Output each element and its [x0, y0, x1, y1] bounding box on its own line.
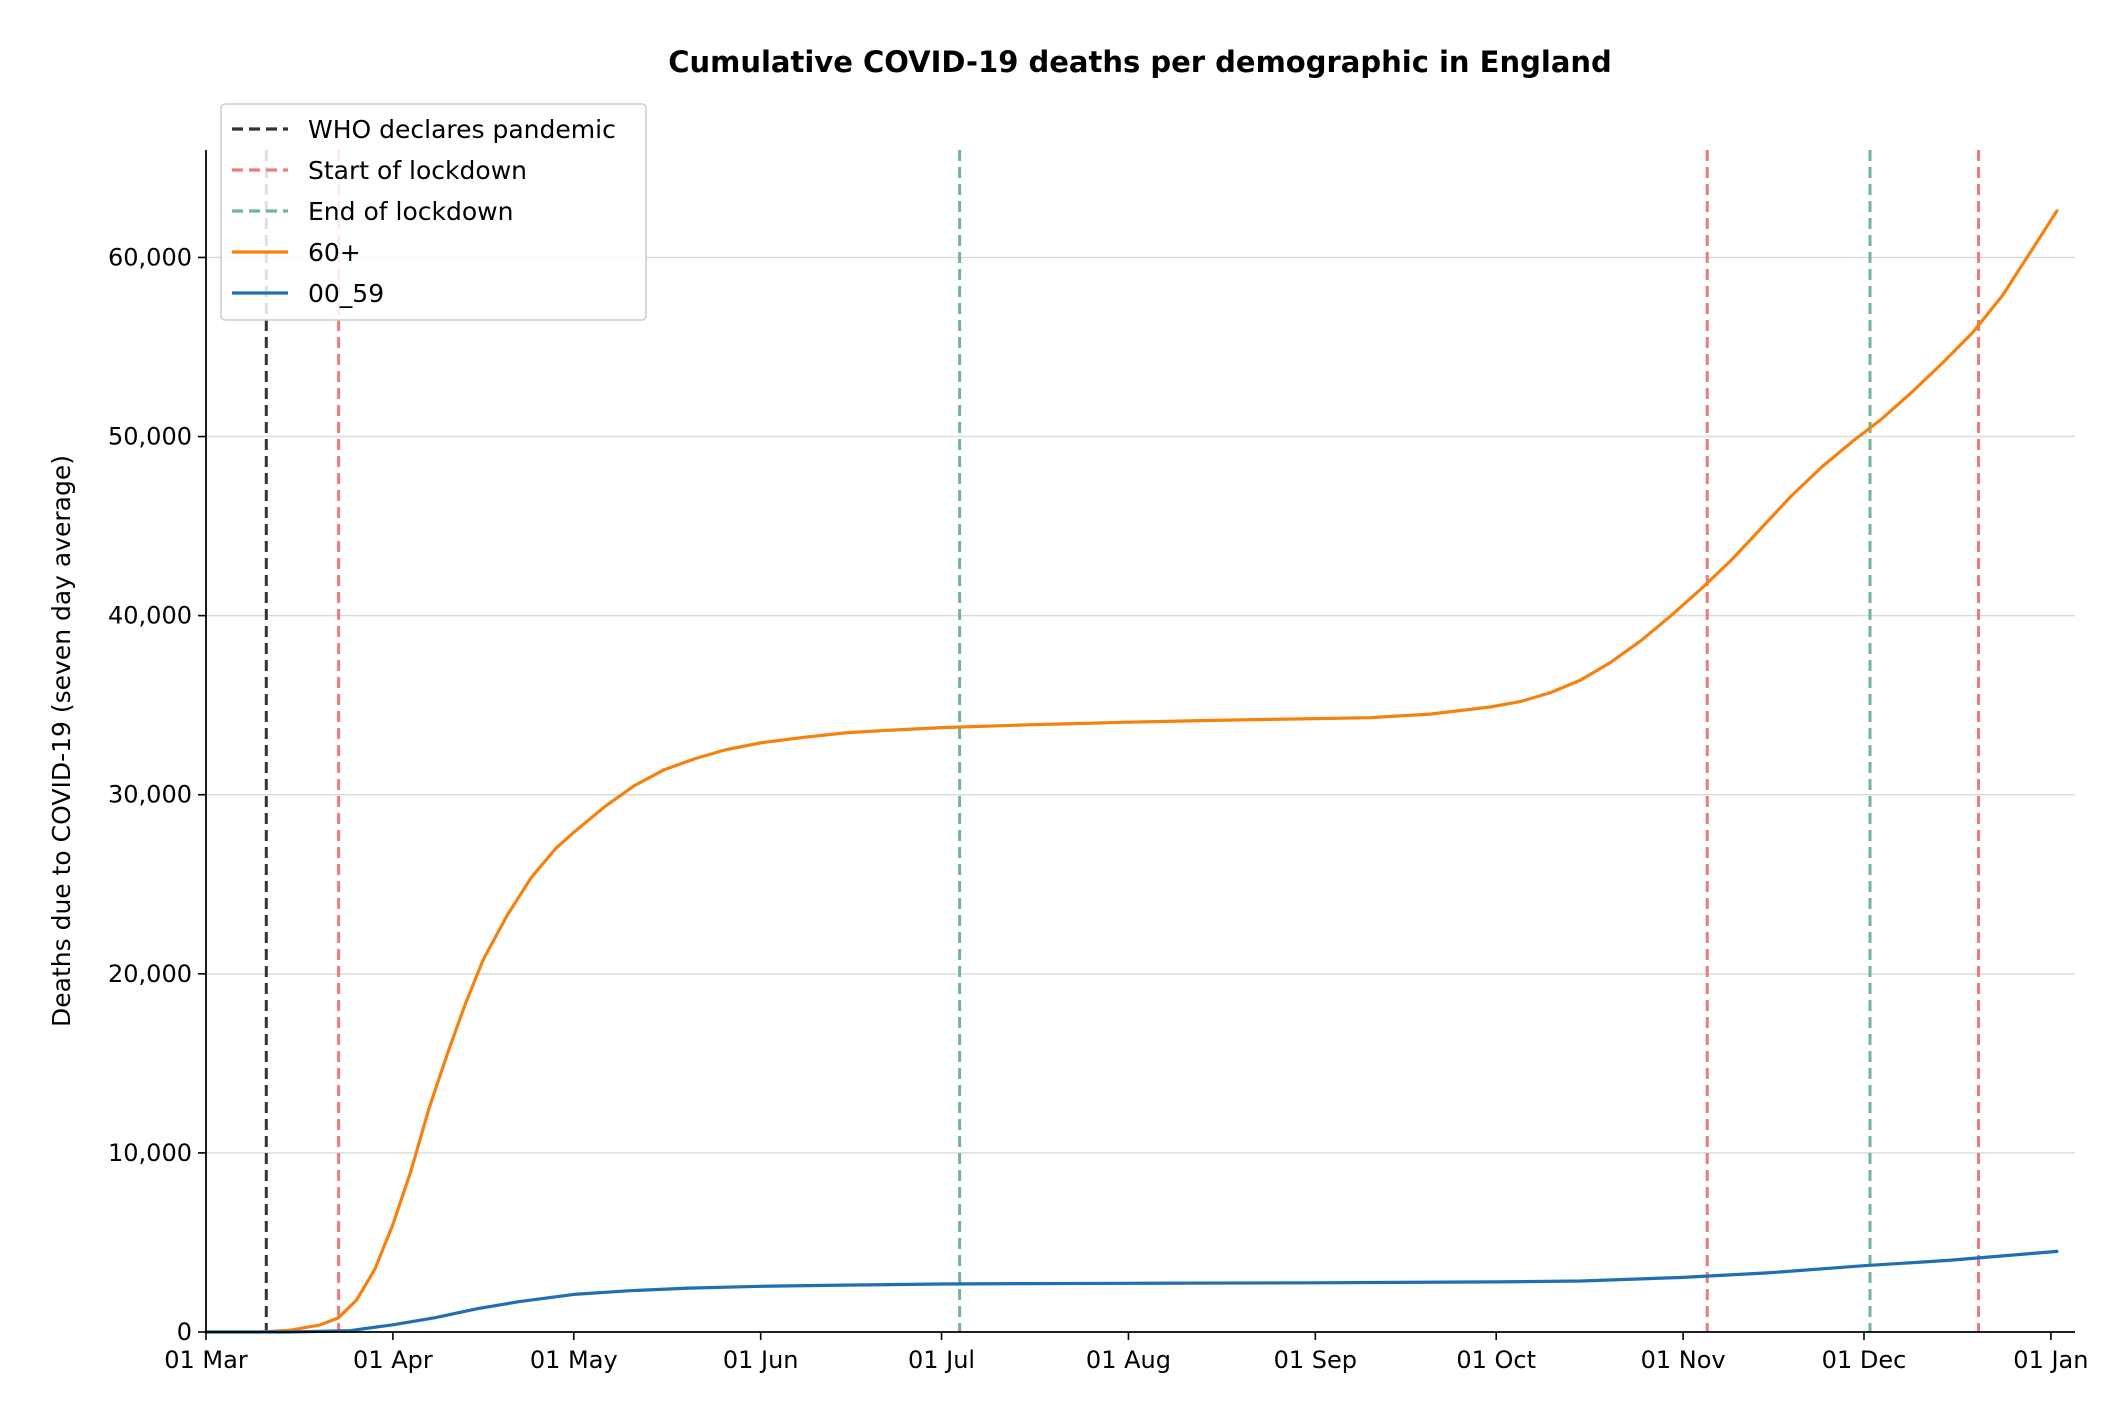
series-line: [204, 1249, 2059, 1334]
x-ticks: 01 Mar 01 Apr 01 May 01 Jun 01 Jul 01 Aug 01 S…: [164, 1332, 2088, 1374]
y-tick-label: 0: [177, 1318, 192, 1346]
x-tick-label: 01 Jul: [908, 1346, 975, 1374]
x-tick-label: 01 May: [530, 1346, 618, 1374]
legend-box: [220, 103, 647, 321]
x-tick-label: 01 Dec: [1822, 1346, 1907, 1374]
x-tick-label: 01 Sep: [1274, 1346, 1357, 1374]
x-tick-label: 01 Nov: [1641, 1346, 1726, 1374]
axes: [205, 150, 2075, 1333]
y-tick-label: 60,000: [108, 243, 192, 271]
y-tick-label: 40,000: [108, 602, 192, 630]
x-tick-label: 01 Jun: [723, 1346, 799, 1374]
legend: WHO declares pandemic Start of lockdown En…: [220, 103, 647, 321]
x-tick-label: 01 Aug: [1086, 1346, 1171, 1374]
x-tick-label: 01 Jan: [2013, 1346, 2088, 1374]
y-tick-label: 30,000: [108, 781, 192, 809]
chart-title: Cumulative COVID-19 deaths per demograph…: [668, 45, 1612, 79]
series-lines: [204, 209, 2059, 1334]
grid-layer: [206, 256, 2075, 1154]
series-line: [204, 209, 2059, 1334]
y-tick-label: 20,000: [108, 960, 192, 988]
x-tick-label: 01 Mar: [164, 1346, 248, 1374]
y-tick-label: 10,000: [108, 1139, 192, 1167]
legend-label: Start of lockdown: [308, 156, 527, 185]
x-tick-label: 01 Apr: [353, 1346, 433, 1374]
legend-label: End of lockdown: [308, 197, 513, 226]
y-axis-label: Deaths due to COVID-19 (seven day averag…: [47, 455, 76, 1027]
y-tick-label: 50,000: [108, 423, 192, 451]
x-tick-label: 01 Oct: [1456, 1346, 1536, 1374]
y-ticks: 0 10,000 20,000 30,000 40,000 50,000 60,000: [108, 243, 206, 1346]
legend-label: 60+: [308, 238, 361, 267]
event-lines: [264, 150, 1981, 1332]
legend-label: 00_59: [308, 279, 384, 308]
legend-label: WHO declares pandemic: [308, 115, 616, 144]
